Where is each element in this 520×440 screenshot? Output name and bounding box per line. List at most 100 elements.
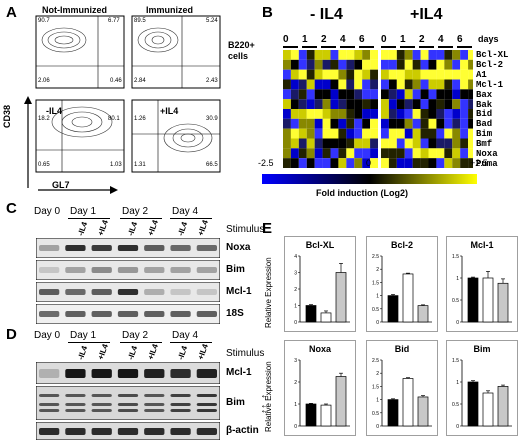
heatmap-cell xyxy=(298,118,307,129)
day-bracket xyxy=(283,46,298,48)
heatmap-cell xyxy=(354,158,363,168)
heatmap-cell xyxy=(314,99,323,109)
tick-label: 0.5 xyxy=(372,307,379,313)
heatmap-cell xyxy=(404,158,413,168)
blot-band xyxy=(39,394,60,397)
blot-band xyxy=(65,311,86,317)
heatmap-cell xyxy=(330,59,339,70)
heatmap-cell xyxy=(428,89,437,100)
heatmap-cell xyxy=(388,99,397,109)
q-lr-4: 66.5 xyxy=(206,162,218,168)
tick-label: 2.5 xyxy=(372,358,379,364)
blot-band xyxy=(170,311,191,317)
heatmap-cell xyxy=(354,118,363,129)
blot-band xyxy=(39,428,60,435)
heatmap-cell xyxy=(354,99,363,109)
heatmap-cell xyxy=(346,59,355,70)
heatmap-cell xyxy=(381,59,389,70)
blot-strip xyxy=(36,238,220,258)
panel-c-label: C xyxy=(6,200,17,217)
heatmap-cell xyxy=(444,50,453,60)
heatmap-cell xyxy=(388,128,397,139)
bar-chart-bcl-xl: Bcl-XL 0 1 2 3 4 xyxy=(284,236,356,332)
heatmap-cell xyxy=(428,148,437,159)
blot-label: Noxa xyxy=(226,242,251,253)
heatmap-cell xyxy=(338,128,347,139)
heatmap-cell xyxy=(420,109,429,119)
blot-band xyxy=(117,289,139,295)
panel-d-label: D xyxy=(6,326,17,343)
heatmap-cell xyxy=(436,79,445,90)
gene-label: Bid xyxy=(476,109,493,120)
lane-label-plus: +IL4 xyxy=(96,218,111,238)
blot-band xyxy=(196,245,217,251)
heatmap-cell xyxy=(322,148,331,159)
heatmap-cell xyxy=(346,128,355,139)
day-label: 2 xyxy=(419,34,425,45)
heatmap-cell xyxy=(370,158,378,168)
q-ll-1: 2.06 xyxy=(38,78,50,84)
heatmap-cell xyxy=(412,148,421,159)
heatmap-cell xyxy=(468,148,473,159)
heatmap-cell xyxy=(412,89,421,100)
arrow-icon: ← xyxy=(260,405,270,416)
arrow-icon: ← xyxy=(260,390,270,401)
heatmap-cell xyxy=(283,50,291,60)
tick-label: 1 xyxy=(456,380,459,386)
heatmap-cell xyxy=(298,128,307,139)
heatmap-cell xyxy=(290,50,299,60)
tick-label: 0.5 xyxy=(372,411,379,417)
heatmap-cell xyxy=(354,109,363,119)
heatmap-cell xyxy=(314,59,323,70)
day-bracket xyxy=(419,46,434,48)
heatmap-cell xyxy=(396,158,405,168)
heatmap-cell xyxy=(404,59,413,70)
heatmap-cell xyxy=(396,89,405,100)
heatmap-cell xyxy=(338,109,347,119)
heatmap-cell xyxy=(290,138,299,149)
heatmap-cell xyxy=(362,158,371,168)
heatmap-cell xyxy=(468,158,473,168)
heatmap-cell xyxy=(396,109,405,119)
heatmap-cell xyxy=(306,109,315,119)
day-bracket xyxy=(400,46,415,48)
heatmap-cell xyxy=(306,69,315,80)
bar-chart-bim: Bim 0 0.5 1 1.5 xyxy=(446,340,518,436)
heatmap-cell xyxy=(444,99,453,109)
heatmap-cell xyxy=(428,138,437,149)
blot-band xyxy=(91,289,112,295)
heatmap-cell xyxy=(354,50,363,60)
blot-strip xyxy=(36,304,220,324)
group-minus-il4: - IL4 xyxy=(310,6,343,23)
heatmap-cell xyxy=(370,69,378,80)
tick-label: 0 xyxy=(376,424,379,430)
tick-label: 1.5 xyxy=(452,254,459,260)
heatmap-cell xyxy=(290,89,299,100)
lane-label-plus: +IL4 xyxy=(196,218,211,238)
heatmap-cell xyxy=(444,138,453,149)
gene-label: Noxa xyxy=(476,149,498,159)
q-ur-1: 6.77 xyxy=(108,18,120,24)
q-ll-3: 0.65 xyxy=(38,162,50,168)
heatmap-cell xyxy=(322,128,331,139)
heatmap-cell xyxy=(420,138,429,149)
heatmap-cell xyxy=(306,128,315,139)
heatmap-cell xyxy=(290,148,299,159)
tick-label: 1 xyxy=(294,304,297,310)
heatmap-cell xyxy=(436,59,445,70)
blot-band xyxy=(170,289,191,295)
scale-mid: 0 xyxy=(366,158,372,168)
blot-band xyxy=(39,267,60,273)
day-bracket xyxy=(438,46,453,48)
blot-band xyxy=(91,403,112,406)
blot-band xyxy=(65,289,86,295)
heatmap-cell xyxy=(412,138,421,149)
blot-band xyxy=(117,394,139,397)
blot-band xyxy=(144,311,165,317)
heatmap-cell xyxy=(338,138,347,149)
heatmap-cell xyxy=(298,158,307,168)
heatmap-cell xyxy=(338,118,347,129)
heatmap-cell xyxy=(290,109,299,119)
heatmap-cell xyxy=(420,69,429,80)
flow-plot-immunized xyxy=(131,15,221,89)
